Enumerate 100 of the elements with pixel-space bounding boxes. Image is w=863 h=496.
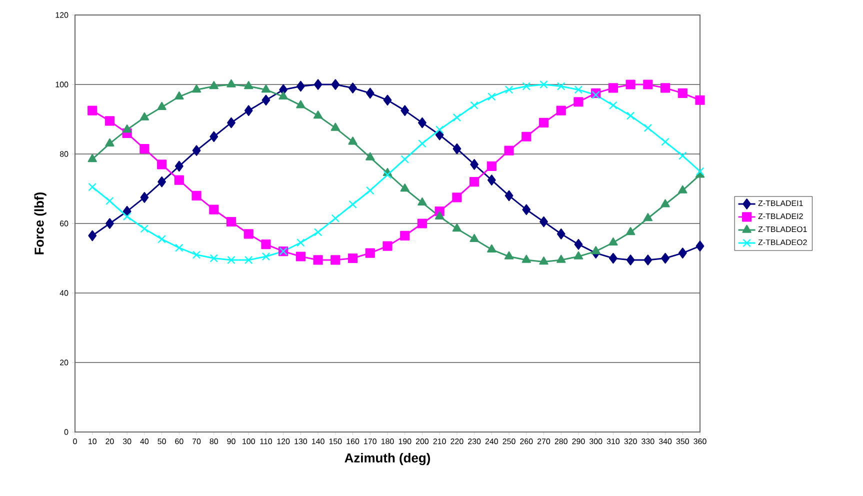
point bbox=[296, 80, 305, 92]
point bbox=[626, 112, 635, 120]
point bbox=[522, 132, 532, 142]
point bbox=[88, 154, 97, 162]
point bbox=[261, 240, 271, 250]
point bbox=[678, 248, 687, 258]
point bbox=[609, 252, 618, 264]
point bbox=[210, 254, 218, 262]
point bbox=[661, 138, 670, 146]
point bbox=[400, 105, 410, 116]
point bbox=[244, 105, 253, 116]
point bbox=[244, 256, 253, 264]
y-axis-title: Force (lbf) bbox=[34, 192, 46, 254]
point bbox=[522, 82, 531, 90]
point bbox=[539, 256, 548, 265]
point bbox=[538, 118, 549, 128]
point bbox=[504, 86, 514, 94]
point bbox=[643, 80, 653, 90]
point bbox=[522, 254, 531, 263]
point bbox=[660, 83, 670, 93]
point bbox=[226, 79, 236, 88]
point bbox=[400, 184, 410, 192]
point bbox=[210, 131, 218, 142]
point bbox=[504, 146, 514, 156]
point bbox=[140, 192, 149, 203]
point bbox=[88, 182, 96, 192]
point bbox=[504, 251, 514, 260]
point bbox=[487, 174, 496, 186]
point bbox=[556, 228, 566, 240]
point bbox=[262, 94, 270, 106]
point bbox=[209, 81, 218, 90]
point bbox=[296, 100, 306, 108]
point bbox=[488, 92, 496, 101]
point bbox=[452, 113, 462, 122]
point bbox=[644, 124, 652, 132]
point bbox=[366, 186, 374, 195]
point bbox=[106, 218, 114, 229]
point bbox=[330, 122, 340, 131]
x-axis-title: Azimuth (deg) bbox=[344, 452, 430, 466]
point bbox=[452, 143, 462, 154]
point bbox=[348, 253, 358, 264]
point bbox=[174, 160, 184, 172]
point bbox=[418, 117, 426, 128]
point bbox=[522, 204, 531, 215]
point bbox=[209, 204, 219, 214]
point bbox=[470, 234, 479, 242]
point bbox=[400, 155, 409, 164]
point bbox=[140, 112, 150, 120]
point bbox=[313, 110, 323, 119]
point bbox=[226, 216, 236, 227]
point bbox=[678, 88, 688, 98]
point bbox=[244, 81, 254, 90]
point bbox=[608, 237, 618, 246]
point bbox=[661, 252, 670, 264]
point bbox=[452, 192, 462, 202]
point bbox=[174, 91, 184, 100]
point bbox=[158, 235, 166, 244]
point bbox=[540, 216, 548, 228]
point bbox=[660, 199, 670, 208]
point bbox=[157, 160, 167, 170]
point bbox=[452, 224, 462, 232]
point bbox=[383, 94, 392, 106]
point bbox=[227, 256, 236, 264]
point bbox=[88, 230, 97, 242]
point bbox=[486, 161, 496, 171]
point bbox=[574, 97, 584, 107]
point bbox=[314, 228, 322, 236]
point bbox=[314, 79, 322, 90]
point bbox=[227, 117, 236, 128]
point bbox=[556, 82, 566, 90]
point bbox=[678, 185, 688, 194]
point bbox=[591, 246, 600, 254]
point bbox=[678, 152, 687, 160]
point bbox=[278, 91, 288, 100]
point bbox=[574, 86, 583, 94]
point bbox=[296, 252, 306, 262]
point bbox=[504, 190, 514, 202]
point bbox=[487, 244, 496, 252]
point bbox=[626, 80, 636, 90]
point bbox=[140, 224, 149, 233]
point bbox=[192, 250, 201, 259]
point bbox=[330, 255, 340, 265]
point bbox=[192, 84, 202, 93]
point bbox=[192, 145, 201, 156]
point bbox=[470, 159, 479, 170]
point bbox=[556, 254, 566, 263]
point bbox=[122, 124, 132, 133]
point bbox=[348, 82, 357, 94]
point bbox=[608, 83, 618, 93]
point bbox=[418, 197, 427, 206]
point bbox=[400, 230, 410, 240]
point bbox=[262, 252, 270, 261]
point bbox=[105, 138, 114, 146]
point bbox=[695, 95, 705, 105]
point bbox=[574, 251, 584, 260]
point bbox=[313, 255, 323, 265]
point bbox=[626, 226, 636, 236]
point bbox=[348, 136, 358, 145]
point bbox=[696, 240, 704, 252]
point bbox=[417, 218, 428, 228]
